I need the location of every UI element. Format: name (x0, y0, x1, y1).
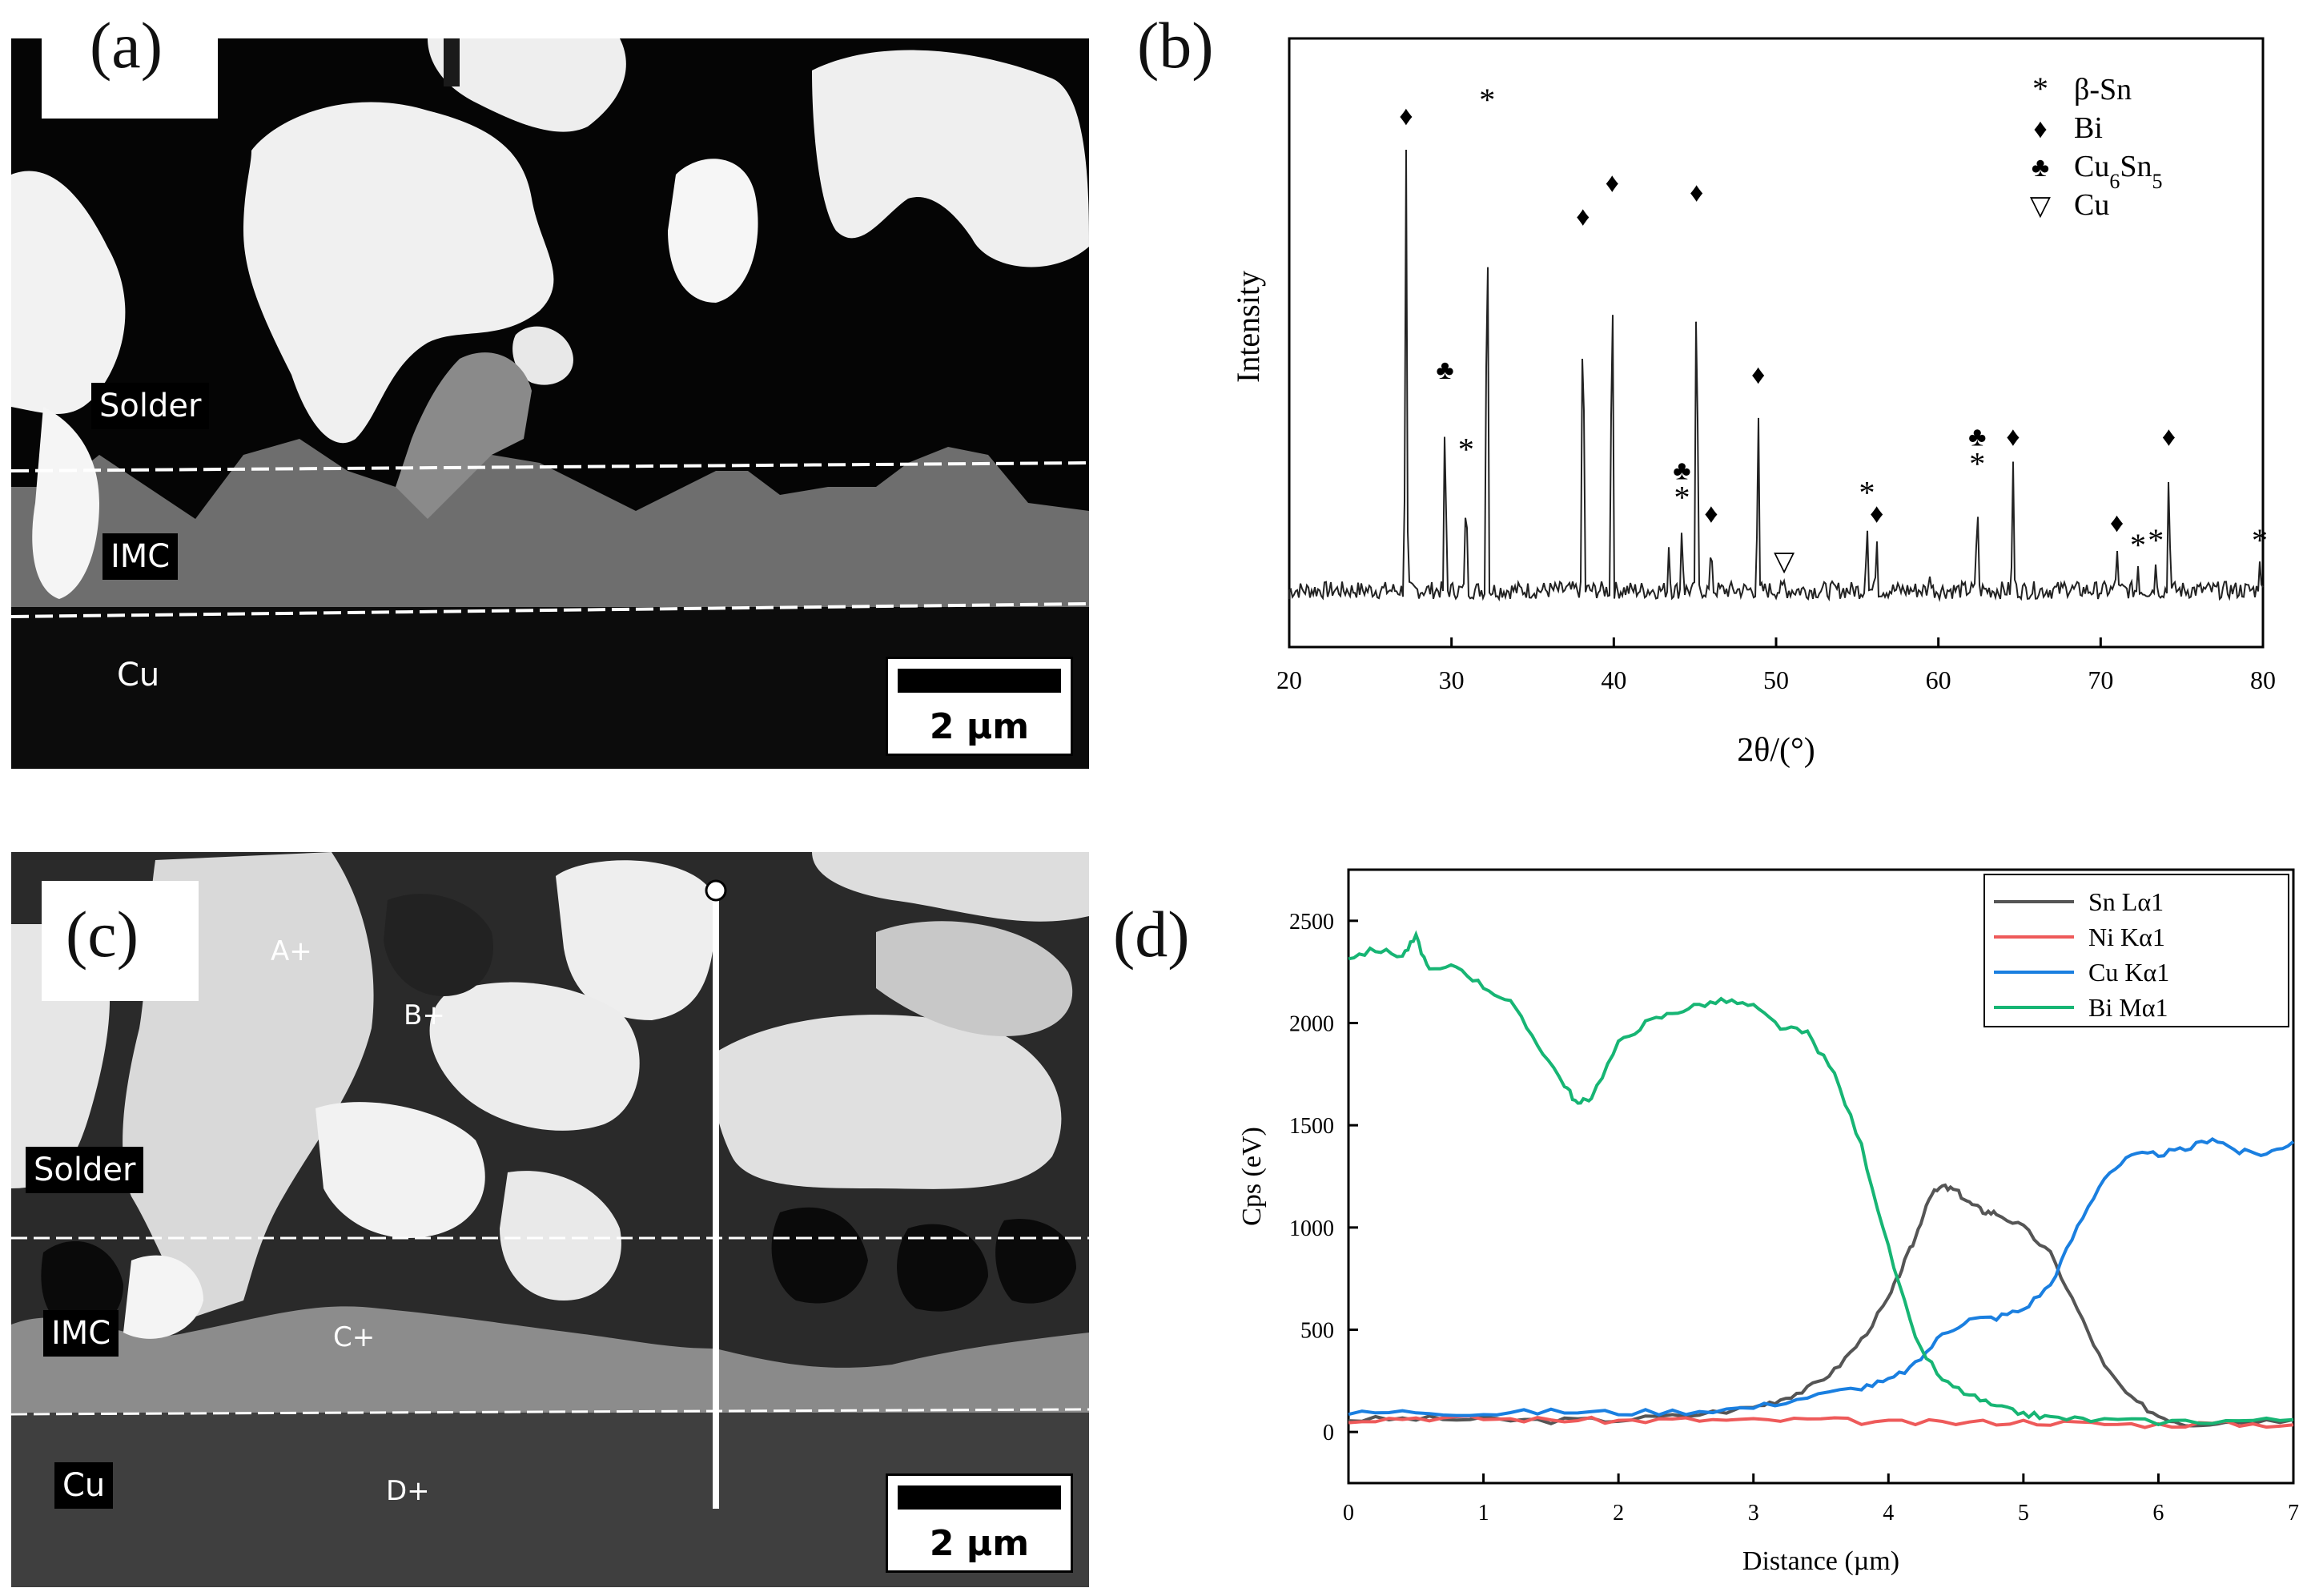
legend-label: Cu (2074, 188, 2109, 222)
peak-marker: ♦ (1399, 102, 1413, 131)
x-tick-label: 0 (1343, 1501, 1354, 1526)
y-tick-label: 0 (1323, 1421, 1334, 1445)
plot-frame (1347, 868, 2295, 1485)
peak-marker: ♦ (1870, 499, 1883, 529)
peak-marker: * (1479, 82, 1495, 118)
panel-label-b: (b) (1137, 8, 1214, 83)
scale-bar-line (898, 1485, 1061, 1510)
point-b-label: B+ (404, 999, 445, 1031)
point-d-label: D+ (386, 1475, 430, 1507)
x-tick-label: 50 (1763, 665, 1789, 694)
series-line (1348, 1414, 2294, 1429)
peak-marker: ♦ (1751, 360, 1765, 390)
x-axis-label: 2θ/(°) (1737, 732, 1815, 769)
peak-marker: ♦ (2110, 509, 2124, 538)
x-tick-label: 4 (1883, 1501, 1894, 1526)
x-tick-label: 30 (1439, 665, 1465, 694)
x-tick-label: 5 (2018, 1501, 2029, 1526)
peak-marker: ♦ (1690, 179, 1703, 208)
legend-label: Bi Mα1 (2088, 993, 2168, 1022)
solder-label: Solder (91, 383, 210, 429)
y-tick-label: 2500 (1289, 910, 1334, 935)
y-axis-label: Cps (eV) (1237, 1127, 1267, 1226)
cu-label: Cu (117, 657, 160, 693)
sem-image-a: Solder IMC Cu 2 µm (11, 38, 1089, 769)
panel-label-c: (c) (42, 881, 199, 1001)
cu-label: Cu (54, 1462, 114, 1509)
x-axis-label: Distance (µm) (1742, 1546, 1899, 1576)
legend-label: Cu6Sn5 (2074, 150, 2163, 193)
x-tick-label: 3 (1748, 1501, 1759, 1526)
scale-bar-text: 2 µm (929, 706, 1030, 747)
legend-label: Bi (2074, 111, 2103, 145)
peak-marker: * (1969, 445, 1985, 481)
legend-label: Sn Lα1 (2088, 887, 2164, 916)
y-axis-label: Intensity (1230, 271, 1266, 383)
peak-marker: * (2148, 522, 2164, 558)
legend-label: Ni Kα1 (2088, 923, 2165, 951)
peak-marker: * (2130, 527, 2146, 563)
y-tick-label: 500 (1300, 1319, 1334, 1344)
imc-label: IMC (102, 533, 179, 580)
peak-marker: * (1458, 432, 1474, 468)
legend-box (1983, 874, 2289, 1027)
y-tick-label: 1000 (1289, 1216, 1334, 1241)
panel-label-a: (a) (42, 8, 218, 119)
x-tick-label: 70 (2088, 665, 2113, 694)
solder-label: Solder (26, 1147, 144, 1193)
peak-marker: ♣ (1968, 422, 1986, 452)
y-tick-label: 1500 (1289, 1114, 1334, 1139)
peak-marker: ♦ (2162, 423, 2176, 452)
scale-bar-line (898, 669, 1061, 693)
x-tick-label: 80 (2250, 665, 2276, 694)
legend-symbol: * (2032, 70, 2048, 107)
peak-marker: ♦ (2006, 423, 2020, 452)
peak-marker: * (1859, 474, 1875, 510)
series-line (1348, 1183, 2294, 1428)
legend-label: β-Sn (2074, 73, 2132, 107)
x-tick-label: 40 (1601, 665, 1626, 694)
peak-marker: * (1674, 479, 1690, 515)
legend-label: Cu Kα1 (2088, 958, 2169, 987)
peak-marker: ▽ (1774, 547, 1795, 577)
imc-label: IMC (43, 1310, 119, 1357)
peak-marker: ♦ (1704, 499, 1718, 529)
series-line (1348, 1137, 2295, 1417)
peak-marker: * (2252, 522, 2268, 558)
x-tick-label: 1 (1478, 1501, 1489, 1526)
x-tick-label: 20 (1276, 665, 1302, 694)
scale-bar-text: 2 µm (929, 1523, 1030, 1564)
point-c-label: C+ (333, 1321, 376, 1353)
x-tick-label: 7 (2288, 1501, 2299, 1526)
scale-bar: 2 µm (886, 657, 1073, 756)
legend-symbol: ▽ (2030, 191, 2052, 221)
point-a-label: A+ (271, 935, 312, 967)
xrd-pattern-line (1288, 149, 2264, 602)
legend-symbol: ♣ (2032, 153, 2049, 183)
x-tick-label: 2 (1613, 1501, 1624, 1526)
peak-marker: ♦ (1606, 169, 1619, 199)
scale-bar: 2 µm (886, 1473, 1073, 1573)
peak-marker: ♦ (1576, 203, 1590, 232)
peak-marker: ♣ (1436, 356, 1453, 385)
panel-label-d: (d) (1113, 897, 1190, 972)
y-tick-label: 2000 (1289, 1012, 1334, 1037)
peak-marker: ♣ (1673, 456, 1690, 485)
x-tick-label: 6 (2152, 1501, 2164, 1526)
plot-frame (1288, 37, 2265, 649)
x-tick-label: 60 (1926, 665, 1951, 694)
series-line (1348, 930, 2294, 1427)
legend-symbol: ♦ (2033, 115, 2047, 144)
